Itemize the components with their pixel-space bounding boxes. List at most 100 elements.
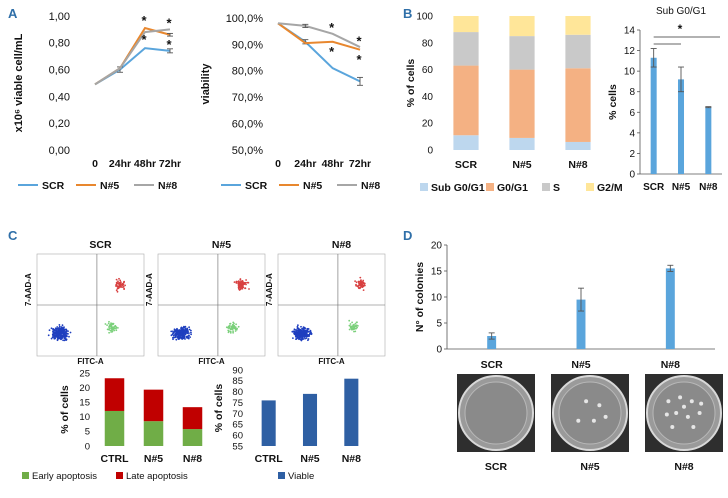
event-dot xyxy=(58,324,61,326)
y-tick-label: 75 xyxy=(232,398,243,409)
event-dot xyxy=(170,330,173,333)
y-tick-label: 60 xyxy=(232,430,243,441)
event-dot xyxy=(64,328,67,331)
event-dot xyxy=(190,333,193,336)
significance-star: * xyxy=(678,22,683,36)
bar-g0-g1 xyxy=(565,68,591,142)
event-dot xyxy=(60,334,63,337)
flow-x-label: FITC-A xyxy=(77,357,103,366)
event-dot xyxy=(245,283,247,286)
bar xyxy=(261,400,276,446)
y-tick-label: 80 xyxy=(232,387,243,398)
event-dot xyxy=(237,325,240,328)
event-dot xyxy=(63,326,65,329)
event-dot xyxy=(235,280,238,283)
event-dot xyxy=(175,338,178,341)
y-tick-label: 90 xyxy=(232,365,243,376)
event-dot xyxy=(108,331,110,334)
significance-star: * xyxy=(329,20,335,35)
event-dot xyxy=(358,281,360,284)
colony-spot xyxy=(685,414,690,419)
event-dot xyxy=(118,285,120,288)
event-dot xyxy=(110,331,112,333)
bar xyxy=(344,378,359,446)
bar-sub-g0-g1 xyxy=(509,137,535,150)
event-dot xyxy=(62,328,65,330)
legend-label: Sub G0/G1 xyxy=(431,182,485,194)
bar-early-apoptosis xyxy=(143,421,164,446)
y-tick-label: 60 xyxy=(422,65,434,76)
event-dot xyxy=(59,329,62,332)
legend-swatch xyxy=(22,472,29,479)
colony-spot xyxy=(674,411,679,415)
chart-b-sub-g0g1: 0 2 4 6 8 10 12 14 % cells SCR N#5 N#8 Sub G0/G1 * xyxy=(607,6,722,193)
bar-g0-g1 xyxy=(453,65,479,136)
bar-sub-g0-g1 xyxy=(565,141,591,150)
y-tick-label: 12 xyxy=(624,46,636,57)
plate-scr: SCR xyxy=(457,374,535,473)
event-dot xyxy=(359,284,361,287)
y-tick-label: 10 xyxy=(431,293,443,304)
event-dot xyxy=(180,328,183,331)
event-dot xyxy=(186,336,188,339)
event-dot xyxy=(310,333,313,336)
event-dot xyxy=(172,338,174,341)
flow-plot-n8: N#8 7-AAD-A FITC-A xyxy=(265,239,386,366)
bar-s xyxy=(453,32,479,66)
event-dot xyxy=(361,283,363,285)
event-dot xyxy=(67,330,69,333)
bar-late-apoptosis xyxy=(104,378,125,411)
event-dot xyxy=(117,280,119,283)
event-dot xyxy=(349,326,352,329)
event-dot xyxy=(177,336,180,339)
event-dot xyxy=(108,320,110,323)
event-dot xyxy=(361,281,364,283)
y-tick-label: 20 xyxy=(79,383,90,394)
colony-spot xyxy=(691,425,696,430)
colony-spot xyxy=(591,418,596,423)
event-dot xyxy=(230,325,233,328)
event-dot xyxy=(115,289,118,292)
event-dot xyxy=(240,282,243,285)
plate-well-inner xyxy=(558,381,622,445)
event-dot xyxy=(64,335,67,338)
event-dot xyxy=(176,327,178,330)
event-dot xyxy=(309,330,312,333)
event-dot xyxy=(53,332,56,334)
bar-g2-m xyxy=(453,16,479,33)
event-dot xyxy=(298,336,300,339)
legend-label: N#8 xyxy=(158,180,177,192)
y-tick-label: 70 xyxy=(232,409,243,420)
event-dot xyxy=(116,290,119,293)
event-dot xyxy=(304,337,306,340)
event-dot xyxy=(57,328,59,331)
bar xyxy=(705,107,712,174)
event-dot xyxy=(300,333,302,336)
flow-x-label: FITC-A xyxy=(198,357,224,366)
event-dot xyxy=(52,328,54,331)
event-dot xyxy=(302,337,304,340)
legend-swatch xyxy=(586,183,594,191)
event-dot xyxy=(188,328,191,331)
y-axis-label: % of cells xyxy=(213,384,225,433)
x-tick-label: N#8 xyxy=(661,359,680,371)
event-dot xyxy=(186,332,189,335)
x-tick-label: 72hr xyxy=(159,158,181,170)
event-dot xyxy=(232,321,235,324)
event-dot xyxy=(178,334,181,337)
event-dot xyxy=(116,287,119,290)
colony-spot xyxy=(689,399,694,404)
flow-plot-title: N#5 xyxy=(212,239,231,251)
event-dot xyxy=(118,282,121,285)
event-dot xyxy=(235,323,238,326)
bar-g2-m xyxy=(509,16,535,37)
event-dot xyxy=(172,336,174,339)
event-dot xyxy=(68,335,70,338)
series-line-n8 xyxy=(94,28,171,86)
event-dot xyxy=(348,328,351,331)
event-dot xyxy=(355,324,358,327)
bar-sub-g0-g1 xyxy=(453,135,479,150)
legend-label: G2/M xyxy=(597,182,623,194)
event-dot xyxy=(175,332,178,335)
event-dot xyxy=(239,286,242,289)
